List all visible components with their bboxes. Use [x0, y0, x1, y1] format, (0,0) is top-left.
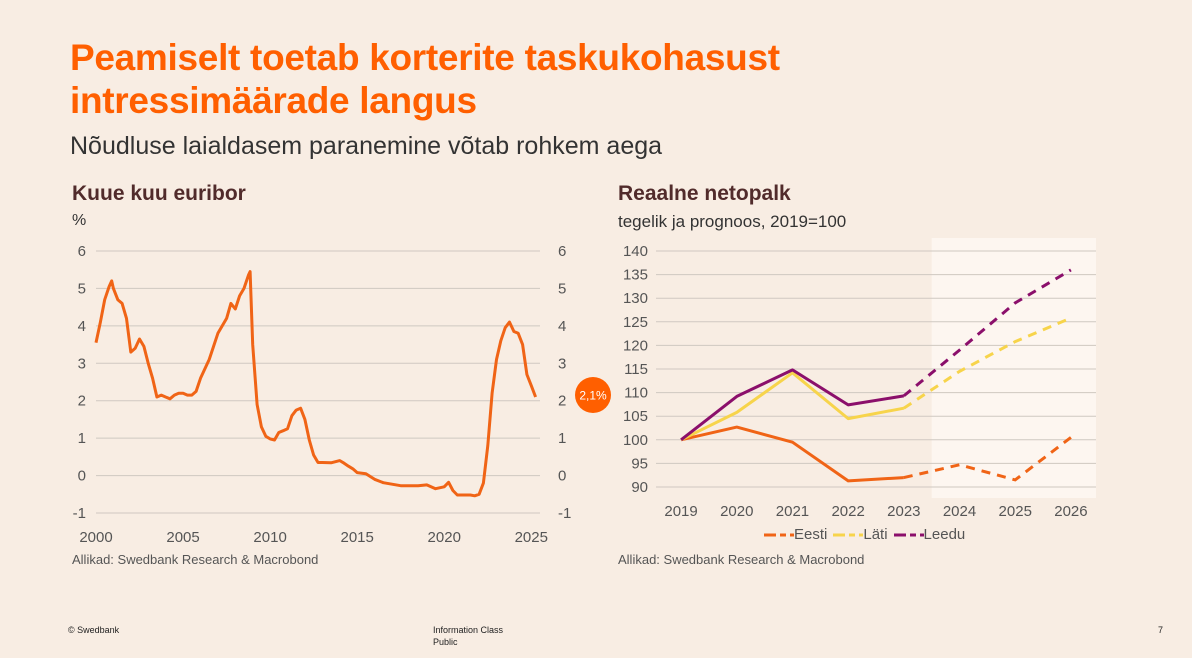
x-tick-label: 2020 [428, 529, 461, 546]
y-tick-label: 90 [631, 479, 648, 496]
legend-item-leedu: Leedu [893, 526, 966, 543]
y-tick-label-left: 5 [78, 280, 86, 297]
legend-label-eesti: Eesti [794, 526, 828, 543]
x-tick-label: 2010 [253, 529, 286, 546]
y-tick-label-left: 6 [78, 243, 86, 260]
page-subtitle: Nõudluse laialdasem paranemine võtab roh… [70, 132, 663, 160]
legend-swatch-leedu [893, 533, 924, 536]
y-tick-label: 105 [623, 408, 648, 425]
euribor-y-unit: % [72, 212, 87, 229]
y-tick-label-right: 4 [558, 318, 566, 335]
x-tick-label: 2021 [776, 503, 809, 520]
x-tick-label: 2020 [720, 503, 753, 520]
y-tick-label: 130 [623, 290, 648, 307]
y-tick-label-right: 0 [558, 468, 566, 485]
x-tick-label: 2015 [340, 529, 373, 546]
y-tick-label-right: 5 [558, 280, 566, 297]
legend-label-leedu: Leedu [923, 526, 966, 543]
y-tick-label-left: 4 [78, 318, 86, 335]
series-actual-eesti [680, 425, 904, 483]
y-tick-label: 115 [624, 361, 648, 378]
y-tick-label-right: 6 [558, 243, 566, 260]
page-title: Peamiselt toetab korterite taskukohasust… [70, 37, 780, 121]
y-tick-label-left: 3 [78, 355, 86, 372]
footer-copyright: © Swedbank [68, 625, 120, 635]
legend-item-lati: Läti [833, 526, 888, 543]
y-tick-label-left: -1 [73, 505, 86, 522]
wage-source: Allikad: Swedbank Research & Macrobond [618, 552, 865, 567]
footer-info-class: Information Class Public [433, 624, 503, 648]
forecast-shading [931, 238, 1096, 498]
last-value-bubble [575, 377, 611, 413]
x-tick-label: 2025 [999, 503, 1032, 520]
x-tick-label: 2024 [943, 503, 976, 520]
y-tick-label-left: 1 [78, 430, 86, 447]
footer-page-number: 7 [1158, 625, 1164, 635]
y-tick-label-left: 0 [78, 468, 86, 485]
x-tick-label: 2025 [515, 529, 548, 546]
y-tick-label-right: 1 [558, 430, 566, 447]
x-tick-label: 2019 [664, 503, 697, 520]
y-tick-label-right: 2 [558, 393, 566, 410]
euribor-series-line [94, 270, 538, 498]
y-tick-label: 140 [623, 243, 648, 260]
y-tick-label: 110 [624, 385, 648, 402]
y-tick-label-right: -1 [558, 505, 571, 522]
wage-chart-title: Reaalne netopalk [618, 182, 791, 205]
legend-item-eesti: Eesti [764, 526, 827, 543]
series-forecast-eesti [903, 436, 1072, 482]
y-tick-label: 120 [623, 337, 648, 354]
series-actual-leedu [680, 368, 905, 441]
y-tick-label: 125 [623, 314, 648, 331]
series-forecast-lati [902, 316, 1072, 410]
y-tick-label: 95 [631, 455, 648, 472]
x-tick-label: 2026 [1054, 503, 1087, 520]
legend-swatch-lati [833, 533, 864, 536]
x-tick-label: 2022 [831, 503, 864, 520]
series-forecast-leedu [902, 268, 1072, 398]
y-tick-label: 100 [623, 432, 648, 449]
y-tick-label: 135 [623, 267, 648, 284]
footer-info-class-value: Public [433, 637, 458, 647]
euribor-source: Allikad: Swedbank Research & Macrobond [72, 552, 319, 567]
legend-label-lati: Läti [863, 526, 888, 543]
y-tick-label-right: 3 [558, 355, 566, 372]
x-tick-label: 2005 [166, 529, 199, 546]
last-value-label: 2,1% [579, 389, 607, 403]
x-tick-label: 2023 [887, 503, 920, 520]
footer-info-class-label: Information Class [433, 625, 504, 635]
series-actual-lati [680, 371, 905, 442]
wage-chart-subtitle: tegelik ja prognoos, 2019=100 [618, 212, 847, 231]
x-tick-label: 2000 [79, 529, 112, 546]
wage-legend: Eesti Läti Leedu [764, 526, 967, 543]
y-tick-label-left: 2 [78, 393, 86, 410]
legend-swatch-eesti [764, 533, 794, 536]
euribor-chart-title: Kuue kuu euribor [72, 182, 246, 205]
